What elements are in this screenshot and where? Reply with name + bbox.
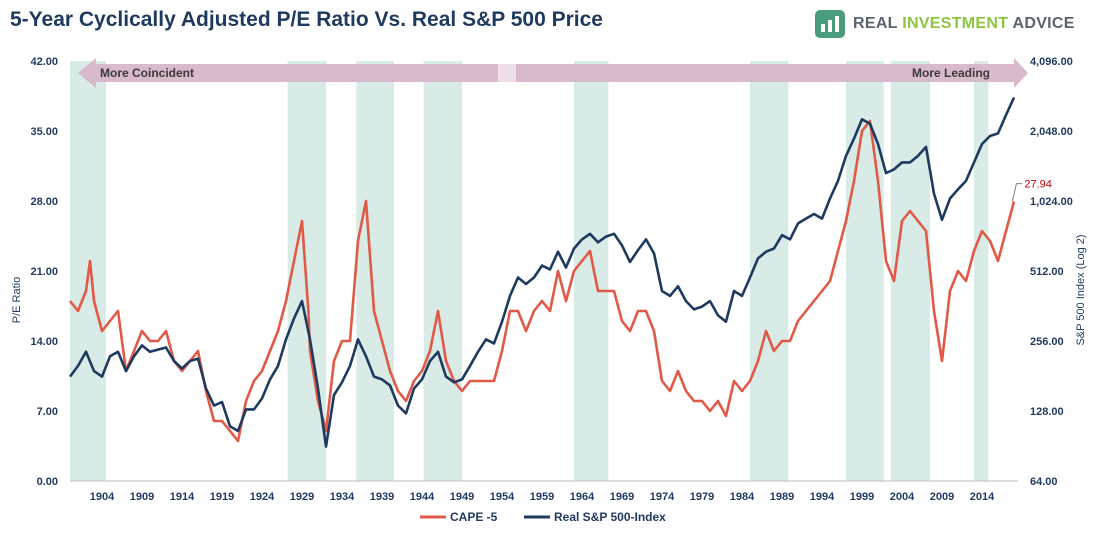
x-tick-label: 1939 (370, 491, 394, 503)
y-right-tick-label: 1,024.00 (1030, 196, 1073, 208)
y-axis-right-ticks: 64.00 128.00 256.00 512.00 1,024.00 2,048.00 4… (1030, 56, 1073, 488)
arrow-gap (498, 64, 516, 82)
x-tick-label: 1909 (130, 491, 154, 503)
shaded-period-2 (356, 61, 394, 481)
brand: REAL INVESTMENT ADVICE (815, 10, 1075, 38)
brand-name-part3: ADVICE (1008, 15, 1075, 32)
annotation-leader (1011, 183, 1023, 202)
legend-label-sp500: Real S&P 500-Index (554, 510, 666, 524)
shaded-period-3 (423, 61, 462, 481)
x-tick-label: 1964 (570, 491, 595, 503)
y-right-tick-label: 64.00 (1030, 476, 1058, 488)
x-tick-label: 1989 (770, 491, 794, 503)
y-axis-left-title: P/E Ratio (11, 277, 23, 323)
brand-name: REAL INVESTMENT ADVICE (853, 15, 1075, 33)
chart-title: 5-Year Cyclically Adjusted P/E Ratio Vs.… (10, 8, 603, 31)
x-tick-label: 1929 (290, 491, 314, 503)
y-right-tick-label: 4,096.00 (1030, 56, 1073, 68)
y-right-tick-label: 512.00 (1030, 266, 1064, 278)
shaded-period-7 (890, 61, 930, 481)
shaded-periods (70, 61, 989, 481)
x-tick-label: 1984 (730, 491, 755, 503)
legend: CAPE -5 Real S&P 500-Index (420, 510, 666, 524)
y-right-tick-label: 256.00 (1030, 336, 1064, 348)
latest-value-annotation: 27.94 (1011, 179, 1052, 202)
x-tick-label: 1919 (210, 491, 234, 503)
x-tick-label: 1949 (450, 491, 474, 503)
series-lines (68, 97, 1016, 448)
series-line-sp500 (68, 97, 1016, 448)
legend-label-cape: CAPE -5 (450, 510, 498, 524)
y-left-tick-label: 42.00 (30, 56, 58, 68)
brand-name-part2: INVESTMENT (902, 15, 1009, 32)
y-left-tick-label: 21.00 (30, 266, 58, 278)
brand-name-part1: REAL (853, 15, 903, 32)
x-tick-label: 1944 (410, 491, 435, 503)
x-tick-label: 1954 (490, 491, 515, 503)
x-tick-label: 1904 (90, 491, 115, 503)
y-left-tick-label: 35.00 (30, 126, 58, 138)
x-tick-label: 1999 (850, 491, 874, 503)
x-tick-label: 1974 (650, 491, 675, 503)
y-right-tick-label: 2,048.00 (1030, 126, 1073, 138)
x-tick-label: 1994 (810, 491, 835, 503)
y-left-tick-label: 14.00 (30, 336, 58, 348)
shaded-period-5 (750, 61, 789, 481)
y-left-tick-label: 28.00 (30, 196, 58, 208)
x-tick-label: 1914 (170, 491, 195, 503)
y-left-tick-label: 7.00 (37, 406, 58, 418)
y-right-tick-label: 128.00 (1030, 406, 1064, 418)
x-tick-label: 1934 (330, 491, 355, 503)
y-axis-right-title: S&P 500 Index (Log 2) (1075, 234, 1087, 345)
shaded-period-6 (846, 61, 884, 481)
x-tick-label: 1979 (690, 491, 714, 503)
x-tick-label: 2004 (890, 491, 915, 503)
arrow-label-right: More Leading (912, 66, 990, 80)
shaded-period-4 (574, 61, 609, 481)
annotation-label: 27.94 (1024, 179, 1052, 191)
x-tick-label: 2014 (970, 491, 995, 503)
arrow-shape (78, 58, 1028, 88)
x-axis-ticks: 1904 1909 1914 1919 1924 1929 1934 1939 1944 1949… (90, 491, 995, 503)
series-line-cape (68, 119, 1016, 443)
y-axis-left-ticks: 0.00 7.00 14.00 21.00 28.00 35.00 42.00 (30, 56, 58, 488)
y-left-tick-label: 0.00 (37, 476, 58, 488)
timing-arrow: More Coincident More Leading (78, 58, 1028, 88)
x-tick-label: 1924 (250, 491, 275, 503)
shaded-period-8 (974, 61, 989, 481)
x-tick-label: 2009 (930, 491, 954, 503)
brand-logo-icon (815, 10, 845, 38)
arrow-label-left: More Coincident (100, 66, 194, 80)
x-tick-label: 1969 (610, 491, 634, 503)
x-tick-label: 1959 (530, 491, 554, 503)
